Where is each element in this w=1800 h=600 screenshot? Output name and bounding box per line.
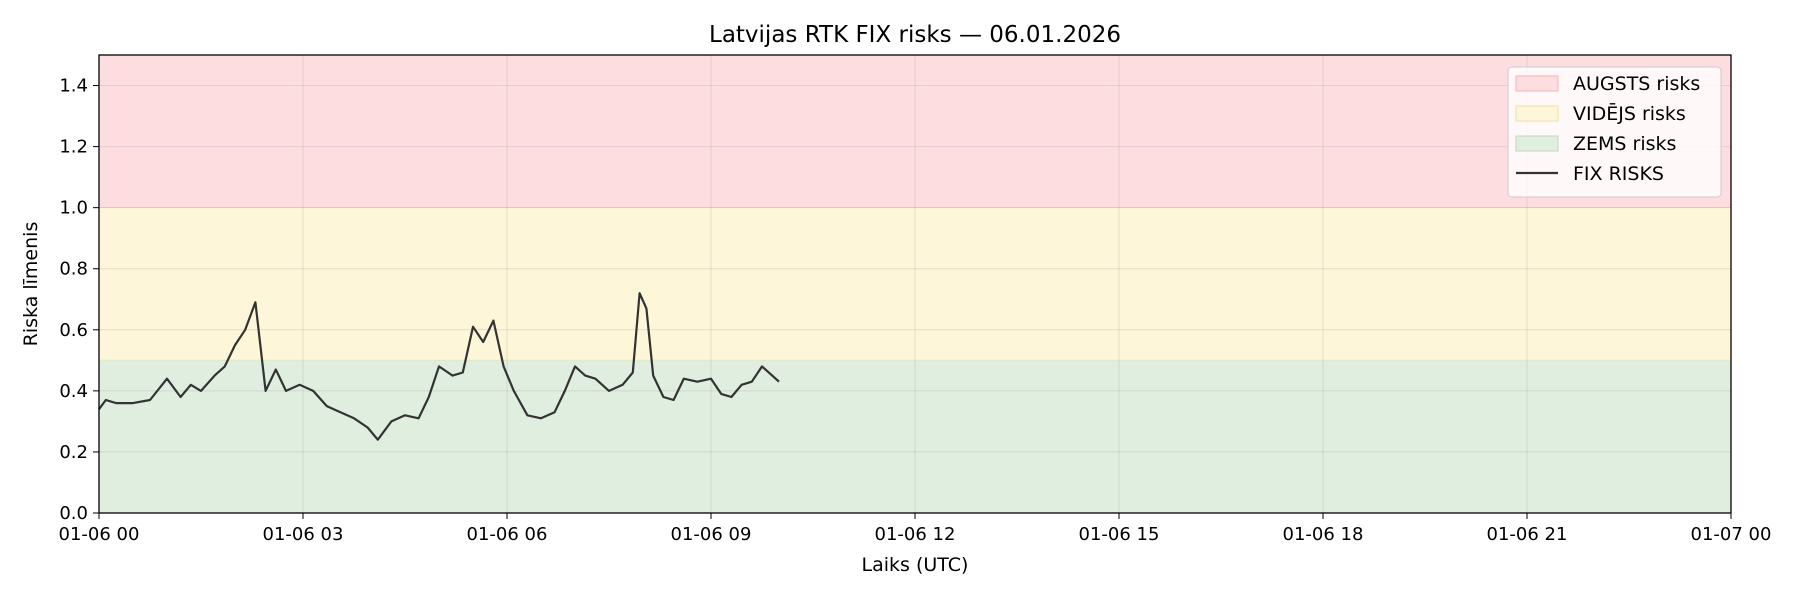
legend: AUGSTS risks VIDĒJS risks ZEMS risks FIX RI… bbox=[1507, 66, 1722, 198]
x-tick-label-3: 01-06 09 bbox=[671, 524, 752, 545]
risk-band-0 bbox=[99, 55, 1731, 208]
legend-label-1: VIDĒJS risks bbox=[1573, 101, 1686, 125]
legend-box bbox=[1507, 66, 1722, 198]
risk-band-2 bbox=[99, 360, 1731, 513]
y-tick-label-2: 0.4 bbox=[59, 381, 88, 402]
legend-label-3: FIX RISKS bbox=[1573, 163, 1664, 185]
x-tick-label-0: 01-06 00 bbox=[59, 524, 140, 545]
risk-band-1 bbox=[99, 207, 1731, 361]
x-tick-label-8: 01-07 00 bbox=[1691, 524, 1772, 545]
x-tick-label-2: 01-06 06 bbox=[467, 524, 548, 545]
x-tick-label-5: 01-06 15 bbox=[1079, 524, 1160, 545]
legend-label-0: AUGSTS risks bbox=[1573, 73, 1700, 95]
legend-swatch-0 bbox=[1515, 75, 1559, 92]
series-group bbox=[98, 292, 780, 441]
y-tick-label-0: 0.0 bbox=[59, 503, 88, 524]
legend-swatch-2 bbox=[1515, 135, 1559, 152]
y-tick-label-4: 0.8 bbox=[59, 259, 88, 280]
legend-swatch-1 bbox=[1515, 105, 1559, 122]
y-axis-label: Riska līmenis bbox=[20, 222, 42, 347]
legend-label-2: ZEMS risks bbox=[1573, 133, 1676, 155]
y-tick-label-3: 0.6 bbox=[59, 320, 88, 341]
y-tick-label-6: 1.2 bbox=[59, 137, 88, 158]
x-tick-label-4: 01-06 12 bbox=[875, 524, 956, 545]
x-tick-label-7: 01-06 21 bbox=[1487, 524, 1568, 545]
x-tick-label-1: 01-06 03 bbox=[263, 524, 344, 545]
y-axis: 0.0 0.2 0.4 0.6 0.8 1.0 1.2 1.4 bbox=[59, 76, 99, 524]
y-tick-label-1: 0.2 bbox=[59, 442, 88, 463]
x-tick-label-6: 01-06 18 bbox=[1283, 524, 1364, 545]
x-axis: 01-06 00 01-06 03 01-06 06 01-06 09 01-06 12… bbox=[59, 513, 1772, 545]
series-line-0 bbox=[98, 292, 780, 441]
y-tick-label-7: 1.4 bbox=[59, 76, 88, 97]
y-tick-label-5: 1.0 bbox=[59, 198, 88, 219]
chart-title: Latvijas RTK FIX risks — 06.01.2026 bbox=[709, 22, 1121, 48]
risk-bands bbox=[99, 55, 1731, 513]
x-axis-label: Laiks (UTC) bbox=[862, 554, 969, 576]
